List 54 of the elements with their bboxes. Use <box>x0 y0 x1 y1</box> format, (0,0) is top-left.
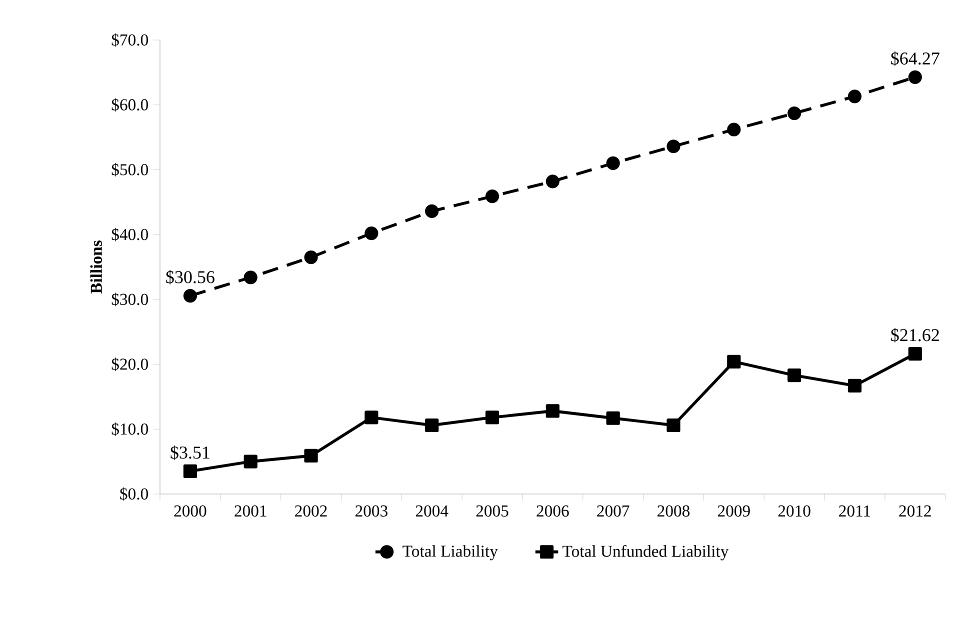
x-tick-label: 2003 <box>356 505 388 517</box>
point <box>485 190 500 204</box>
legend-label: Total Unfunded Liability <box>562 545 729 560</box>
point <box>666 140 680 154</box>
point <box>244 454 258 468</box>
y-tick-label: $40.0 <box>112 228 148 242</box>
x-tick-label: 2005 <box>476 505 508 517</box>
point <box>304 448 318 463</box>
legend-label: Total Liability <box>402 545 498 560</box>
x-tick-label: 2011 <box>839 505 870 517</box>
y-tick-label: $10.0 <box>112 422 148 436</box>
x-tick-label: 2000 <box>174 505 206 517</box>
x-tick-label: 2001 <box>234 505 266 517</box>
y-tick-label: $20.0 <box>112 358 148 371</box>
data-label: $64.27 <box>891 51 940 66</box>
point <box>364 226 378 240</box>
point <box>183 289 198 303</box>
point <box>848 90 862 104</box>
point <box>788 106 802 120</box>
point <box>666 418 680 432</box>
data-label: $21.62 <box>891 328 939 342</box>
x-tick-label: 2008 <box>658 505 690 517</box>
point <box>848 378 862 392</box>
x-tick-label: 2004 <box>416 505 448 517</box>
point <box>606 411 620 425</box>
y-tick-label: $70.0 <box>112 33 148 47</box>
point <box>244 270 258 284</box>
point <box>546 174 560 188</box>
y-tick-label: $60.0 <box>112 98 148 112</box>
point <box>425 204 439 218</box>
x-tick-label: 2002 <box>295 505 327 517</box>
point <box>788 368 802 382</box>
y-tick-label: $0.0 <box>120 487 148 501</box>
x-tick-label: 2006 <box>536 505 569 517</box>
point <box>304 250 318 264</box>
x-tick-label: 2009 <box>718 505 750 517</box>
point <box>425 418 439 432</box>
point <box>364 410 378 424</box>
x-tick-label: 2010 <box>778 505 810 517</box>
y-tick-label: $30.0 <box>112 292 148 306</box>
y-axis-title: Billions <box>90 240 102 294</box>
point <box>485 410 500 424</box>
x-tick-label: 2012 <box>899 505 931 517</box>
point <box>546 404 560 418</box>
point <box>183 464 198 478</box>
data-label: $3.51 <box>170 445 210 460</box>
point <box>908 346 922 361</box>
y-tick-label: $50.0 <box>112 163 148 176</box>
point <box>727 354 741 368</box>
x-tick-label: 2007 <box>597 505 630 517</box>
point <box>606 156 620 170</box>
point <box>908 70 922 84</box>
data-label: $30.56 <box>166 270 214 284</box>
point <box>727 122 741 136</box>
